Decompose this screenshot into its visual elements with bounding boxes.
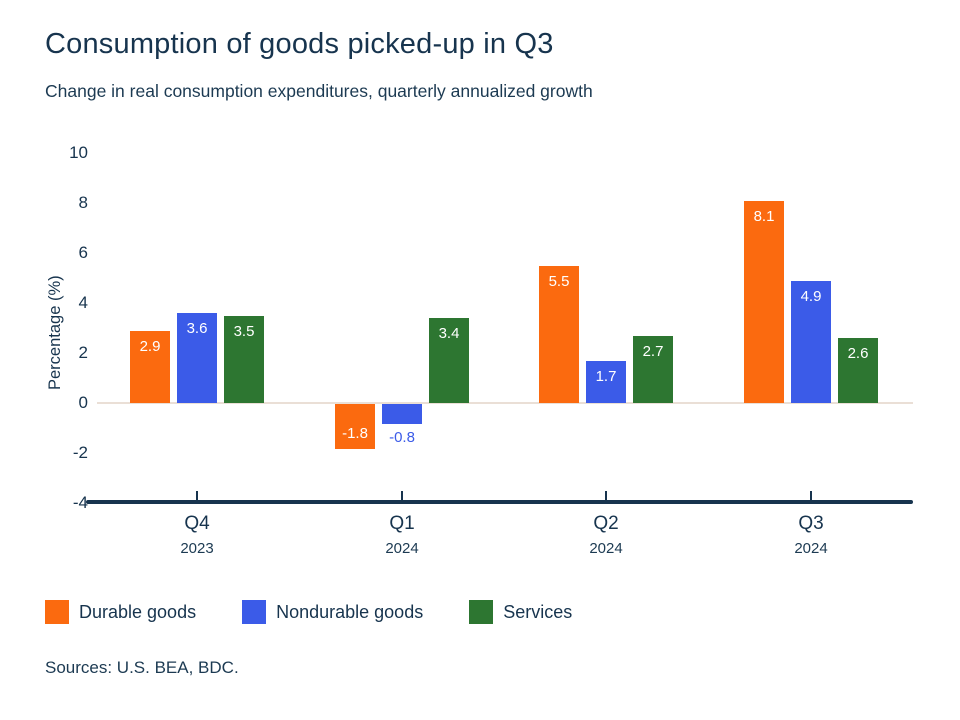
bar-services: [838, 338, 878, 403]
y-axis-tick-label: -4: [72, 493, 88, 512]
x-category-year-label: 2023: [180, 540, 214, 557]
sources-note: Sources: U.S. BEA, BDC.: [45, 658, 239, 677]
y-axis-tick-label: 2: [78, 343, 88, 362]
bar-value-label: 5.5: [548, 272, 570, 290]
y-axis-title: Percentage (%): [46, 275, 64, 390]
chart-title: Consumption of goods picked-up in Q3: [45, 28, 554, 60]
legend-label: Durable goods: [79, 601, 197, 622]
bar-durable-goods: [130, 330, 170, 403]
bar-nondurable-goods: [586, 360, 626, 403]
bar-value-label: 2.6: [847, 345, 869, 362]
bar-value-label: 8.1: [753, 207, 775, 225]
x-category-year-label: 2024: [794, 540, 828, 557]
y-axis-tick-label: 0: [78, 393, 88, 412]
legend-label: Nondurable goods: [276, 601, 424, 622]
legend-item-nondurable-goods: Nondurable goods: [242, 600, 423, 624]
bar-value-label: 2.7: [642, 342, 664, 360]
y-axis-tick-label: -2: [72, 443, 88, 462]
bar-durable-goods: [744, 200, 784, 403]
bar-value-label: 2.9: [139, 337, 161, 355]
legend-item-services: Services: [469, 600, 572, 624]
bar-value-label: 4.9: [800, 287, 822, 305]
chart-subtitle: Change in real consumption expenditures,…: [45, 81, 593, 101]
y-axis-tick-label: 8: [78, 193, 88, 212]
x-category-year-label: 2024: [589, 540, 623, 557]
x-axis-tick: [605, 491, 607, 500]
x-axis-tick: [810, 491, 812, 500]
bar-value-label: 3.4: [438, 325, 460, 342]
zero-gridline: [97, 402, 913, 404]
x-category-label: Q4: [184, 513, 210, 534]
x-axis-tick: [401, 491, 403, 500]
legend-item-durable-goods: Durable goods: [45, 600, 196, 624]
legend-swatch: [45, 600, 69, 624]
y-axis-tick-label: 6: [78, 243, 88, 262]
bar-value-label: -1.8: [342, 425, 368, 442]
bar-value-label: 1.7: [595, 367, 617, 385]
bar-nondurable-goods: [177, 313, 217, 403]
bar-durable-goods: [539, 265, 579, 403]
legend-swatch: [242, 600, 267, 624]
x-axis-tick: [196, 491, 198, 500]
x-category-label: Q2: [593, 513, 619, 534]
bar-nondurable-goods: [382, 404, 422, 424]
legend-swatch: [469, 600, 494, 624]
bar-services: [429, 318, 469, 403]
y-axis-tick-label: 10: [69, 143, 88, 162]
bar-value-label: -0.8: [389, 429, 415, 446]
legend-label: Services: [503, 601, 573, 622]
bar-nondurable-goods: [791, 280, 831, 403]
x-category-label: Q1: [389, 513, 415, 534]
bar-value-label: 3.5: [233, 322, 255, 340]
bar-services: [633, 335, 673, 403]
x-category-label: Q3: [798, 513, 824, 534]
x-category-year-label: 2024: [385, 540, 419, 557]
y-axis-tick-label: 4: [78, 293, 88, 312]
x-axis-line: [86, 500, 913, 504]
bar-durable-goods: [335, 404, 375, 449]
legend: Durable goods Nondurable goods Services: [45, 600, 572, 624]
bar-services: [224, 315, 264, 403]
bar-value-label: 3.6: [186, 320, 208, 337]
